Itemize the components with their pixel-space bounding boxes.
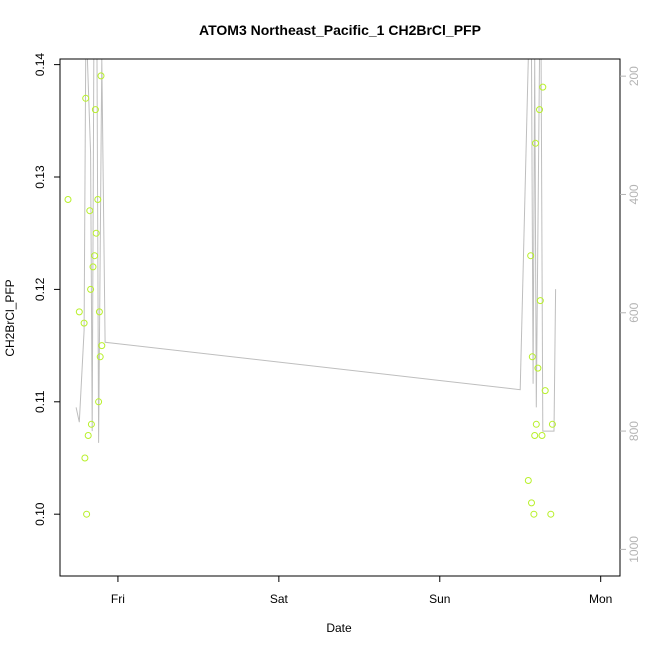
data-point xyxy=(528,499,535,507)
data-point xyxy=(536,106,543,114)
y-tick-label: 0.14 xyxy=(33,53,47,77)
data-point xyxy=(87,420,95,428)
x-tick-label: Sat xyxy=(270,592,289,606)
data-point xyxy=(81,454,89,462)
data-point xyxy=(83,510,91,518)
data-point xyxy=(95,398,103,406)
x-tick-label: Mon xyxy=(589,592,612,606)
data-point xyxy=(86,207,94,215)
x-axis-label: Date xyxy=(326,621,352,635)
data-point xyxy=(538,432,546,439)
data-point xyxy=(548,420,556,428)
plot-border xyxy=(59,58,621,577)
data-point xyxy=(89,263,97,271)
y-tick-label: 0.11 xyxy=(33,390,47,413)
data-point xyxy=(547,510,555,518)
y2-tick-label: 1000 xyxy=(627,536,641,563)
data-point xyxy=(91,106,99,114)
y-tick-label: 0.10 xyxy=(33,502,47,526)
data-point xyxy=(534,364,542,372)
data-point xyxy=(75,308,83,316)
data-point xyxy=(527,252,535,260)
data-point xyxy=(528,353,536,361)
plot-area: Fri Sat Sun Mon 0.10 0.11 0.12 0.13 0.14 200 400 60… xyxy=(33,53,641,606)
data-point xyxy=(97,72,105,80)
data-point xyxy=(98,342,106,350)
data-point xyxy=(536,297,544,305)
data-point xyxy=(532,139,539,147)
y2-tick-label: 600 xyxy=(627,302,641,322)
data-point xyxy=(94,196,102,203)
x-tick-label: Fri xyxy=(111,592,125,606)
x-tick-label: Sun xyxy=(429,592,450,606)
data-point xyxy=(87,285,95,293)
data-point xyxy=(530,510,538,518)
y-tick-label: 0.13 xyxy=(33,165,47,189)
y-tick-label: 0.12 xyxy=(33,277,47,301)
y-axis-label: CH2BrCl_PFP xyxy=(3,279,17,356)
data-point xyxy=(532,420,540,428)
data-point xyxy=(531,432,539,439)
y2-tick-label: 400 xyxy=(627,184,641,204)
data-point xyxy=(539,83,547,91)
data-point xyxy=(92,229,100,237)
data-point xyxy=(84,432,92,439)
data-point xyxy=(82,94,90,102)
data-point xyxy=(91,252,99,260)
data-point xyxy=(64,196,72,203)
data-point xyxy=(541,387,549,395)
data-point xyxy=(524,477,532,484)
chart-title: ATOM3 Northeast_Pacific_1 CH2BrCl_PFP xyxy=(199,22,481,38)
y2-tick-label: 200 xyxy=(627,66,641,86)
data-point xyxy=(96,353,104,361)
y2-tick-label: 800 xyxy=(627,421,641,441)
data-point xyxy=(95,308,103,316)
data-point xyxy=(80,319,88,327)
